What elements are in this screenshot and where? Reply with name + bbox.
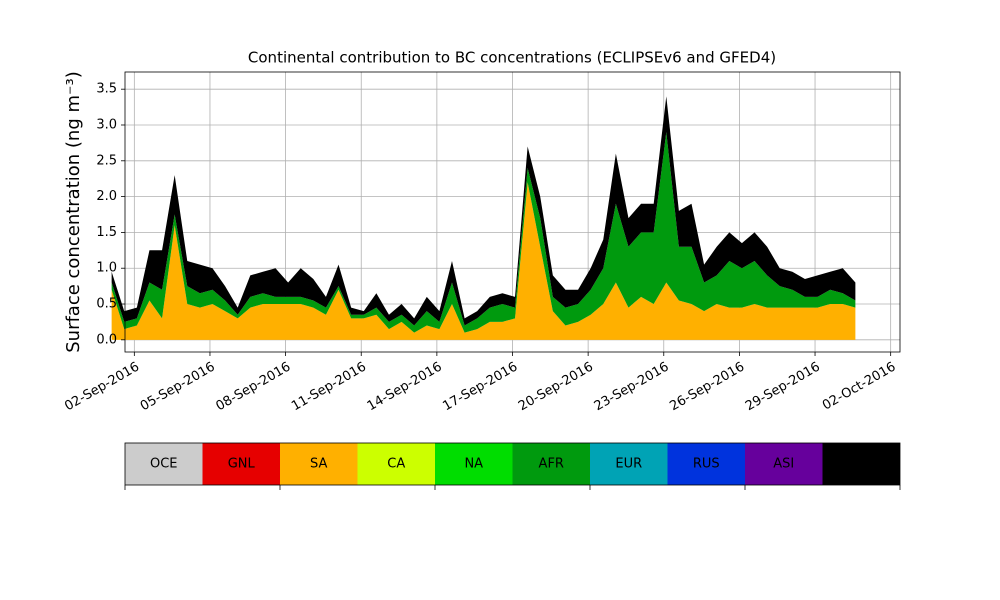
y-tick-label: 0.0: [96, 332, 117, 347]
y-tick-label: 2.0: [96, 189, 117, 204]
legend-swatch: [435, 443, 513, 485]
legend-label: SA: [310, 457, 327, 472]
y-axis-label: Surface concentration (ng m⁻³): [63, 71, 84, 353]
plot-area: [111, 72, 900, 352]
x-tick-label: 14-Sep-2016: [365, 360, 445, 415]
legend-swatch: [512, 443, 590, 485]
legend-label: OCE: [150, 457, 178, 472]
x-tick-label: 02-Sep-2016: [62, 360, 142, 415]
legend: OCE GNL SA CA NA AFR EUR RUS ASI AUS: [124, 442, 901, 490]
legend-swatch: [822, 443, 900, 485]
x-tick-label: 23-Sep-2016: [592, 360, 672, 415]
y-tick-label: 3.5: [96, 82, 117, 97]
y-tick-label: 3.0: [96, 117, 117, 132]
legend-swatch: [745, 443, 823, 485]
y-tick-label: 1.5: [96, 225, 117, 240]
y-tick-label: 2.5: [96, 153, 117, 168]
legend-swatch: [125, 443, 203, 485]
legend-swatch: [202, 443, 280, 485]
area: [111, 182, 856, 340]
y-tick-label: 0.5: [96, 297, 117, 312]
legend-swatch: [590, 443, 668, 485]
legend-swatch: [280, 443, 358, 485]
x-tick-label: 08-Sep-2016: [214, 360, 294, 415]
legend-label: GNL: [228, 457, 256, 472]
x-tick-label: 17-Sep-2016: [440, 360, 520, 415]
x-tick-label: 11-Sep-2016: [289, 360, 369, 415]
x-tick-label: 02-Oct-2016: [820, 360, 898, 414]
legend-label: ASI: [773, 457, 794, 472]
legend-label: CA: [387, 457, 405, 472]
legend-label: RUS: [693, 457, 720, 472]
x-tick-label: 29-Sep-2016: [743, 360, 823, 415]
legend-swatch: [667, 443, 745, 485]
x-tick-label: 20-Sep-2016: [516, 360, 596, 415]
area: [111, 132, 856, 333]
chart-title: Continental contribution to BC concentra…: [248, 49, 776, 67]
legend-label: EUR: [615, 457, 642, 472]
legend-frame: [124, 442, 901, 486]
area: [111, 96, 856, 326]
x-tick-label: 26-Sep-2016: [667, 360, 747, 415]
x-tick-label: 05-Sep-2016: [138, 360, 218, 415]
y-tick-label: 1.0: [96, 261, 117, 276]
legend-label: NA: [464, 457, 483, 472]
legend-label: AFR: [539, 457, 564, 472]
legend-swatch: [357, 443, 435, 485]
legend-label: AUS: [848, 457, 875, 472]
